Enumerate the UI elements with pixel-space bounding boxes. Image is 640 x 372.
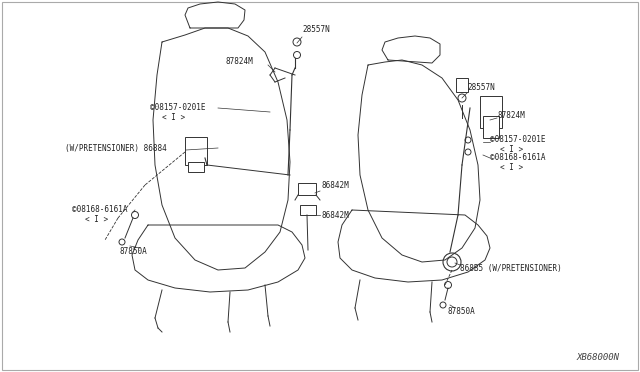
Circle shape [445, 282, 451, 289]
Circle shape [465, 137, 471, 143]
Text: < I >: < I > [500, 145, 523, 154]
Bar [185, 137, 207, 165]
Bar [300, 205, 316, 215]
Text: 868B5 (W/PRETENSIONER): 868B5 (W/PRETENSIONER) [460, 263, 562, 273]
Circle shape [440, 302, 446, 308]
Text: ©08157-0201E: ©08157-0201E [490, 135, 545, 144]
Text: (W/PRETENSIONER) 86884: (W/PRETENSIONER) 86884 [65, 144, 167, 153]
Text: < I >: < I > [85, 215, 108, 224]
Text: 86842M: 86842M [322, 180, 349, 189]
Bar [298, 183, 316, 195]
Text: 86842M: 86842M [322, 211, 349, 219]
Bar [480, 96, 502, 128]
Text: ©08157-0201E: ©08157-0201E [150, 103, 205, 112]
Text: 28557N: 28557N [467, 83, 495, 93]
Text: ©08168-6161A: ©08168-6161A [490, 154, 545, 163]
Circle shape [293, 38, 301, 46]
Circle shape [131, 212, 138, 218]
Text: < I >: < I > [162, 113, 185, 122]
Text: 28557N: 28557N [302, 26, 330, 35]
Circle shape [294, 51, 301, 58]
Bar [483, 116, 499, 138]
Circle shape [119, 239, 125, 245]
Circle shape [443, 253, 461, 271]
Text: 87824M: 87824M [497, 110, 525, 119]
Circle shape [447, 257, 457, 267]
Text: 87850A: 87850A [120, 247, 148, 257]
Text: ©08168-6161A: ©08168-6161A [72, 205, 127, 215]
Circle shape [458, 94, 466, 102]
Circle shape [465, 149, 471, 155]
Bar [188, 162, 204, 172]
Text: XB68000N: XB68000N [577, 353, 620, 362]
Text: 87824M: 87824M [225, 58, 253, 67]
Bar [456, 78, 468, 92]
Text: 87850A: 87850A [448, 308, 476, 317]
Text: < I >: < I > [500, 164, 523, 173]
